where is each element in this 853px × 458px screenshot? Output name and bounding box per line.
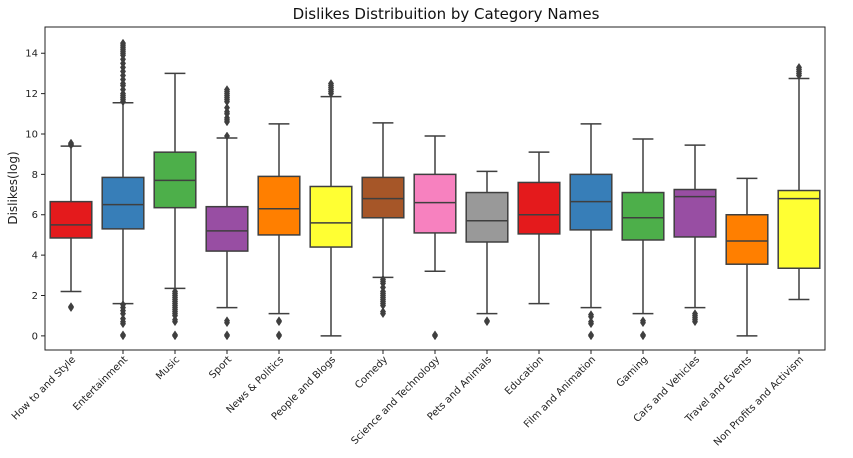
outlier-point <box>275 330 283 340</box>
y-tick-label: 4 <box>32 251 38 262</box>
box-1 <box>49 138 93 313</box>
box-body <box>413 173 457 234</box>
box-7 <box>361 122 405 319</box>
box-body <box>725 213 769 265</box>
outlier-point <box>171 330 179 340</box>
outlier-point <box>223 330 231 340</box>
y-tick-label: 6 <box>32 210 38 221</box>
outlier-point <box>67 138 75 148</box>
box-body <box>621 191 665 241</box>
box-11 <box>569 123 613 341</box>
y-tick-label: 0 <box>32 331 38 342</box>
y-tick-label: 12 <box>25 89 38 100</box>
outlier-point <box>795 62 803 72</box>
outlier-point <box>67 302 75 312</box>
box-body <box>257 175 301 236</box>
box-9 <box>465 170 509 327</box>
box-8 <box>413 135 457 341</box>
box-14 <box>725 177 769 337</box>
box-body <box>361 176 405 219</box>
box-4 <box>205 85 249 341</box>
outlier-point <box>119 300 127 310</box>
outlier-point <box>119 38 127 48</box>
outlier-point <box>119 330 127 340</box>
box-6 <box>309 79 353 337</box>
y-tick-label: 10 <box>25 129 38 140</box>
y-axis-label: Dislikes(log) <box>6 151 20 224</box>
plot-frame <box>44 26 826 351</box>
outlier-point <box>379 274 387 284</box>
outlier-point <box>223 131 231 141</box>
outlier-point <box>119 314 127 324</box>
outlier-point <box>639 330 647 340</box>
box-body <box>49 200 93 239</box>
box-body <box>309 185 353 248</box>
outlier-point <box>587 330 595 340</box>
outlier-point <box>223 316 231 326</box>
outlier-point <box>587 310 595 320</box>
box-12 <box>621 138 665 341</box>
box-body <box>465 191 509 243</box>
outlier-point <box>431 330 439 340</box>
y-tick-label: 2 <box>32 291 38 302</box>
outlier-point <box>275 316 283 326</box>
box-2 <box>101 38 145 341</box>
box-body <box>777 189 821 269</box>
y-tick-label: 8 <box>32 170 38 181</box>
y-tick-label: 14 <box>25 49 38 60</box>
box-body <box>673 188 717 238</box>
outlier-point <box>223 85 231 95</box>
outlier-point <box>587 317 595 327</box>
box-13 <box>673 144 717 327</box>
box-body <box>101 176 145 230</box>
outlier-point <box>639 316 647 326</box>
outlier-point <box>327 79 335 88</box>
box-3 <box>153 72 197 341</box>
chart-title: Dislikes Distribuition by Category Names <box>293 5 600 23</box>
box-10 <box>517 151 561 305</box>
box-5 <box>257 123 301 341</box>
outlier-point <box>691 309 699 319</box>
outlier-point <box>171 287 179 296</box>
box-body <box>517 181 561 235</box>
box-15 <box>777 62 821 301</box>
outlier-point <box>379 307 387 317</box>
outlier-point <box>483 316 491 326</box>
box-body <box>205 205 249 252</box>
outlier-point <box>223 103 231 113</box>
